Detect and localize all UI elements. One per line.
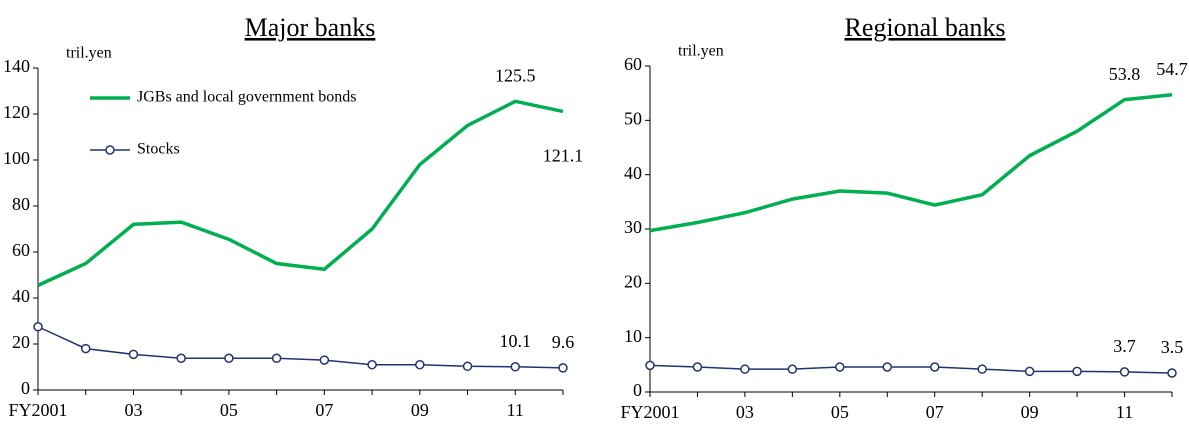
data-point [558,363,568,373]
data-label: 9.6 [552,332,575,352]
data-point [835,362,845,372]
x-tick-label: FY2001 [620,402,679,422]
data-label: 121.1 [543,146,584,166]
data-point [1167,368,1177,378]
y-tick-label: 60 [12,240,30,260]
legend-label: Stocks [137,141,180,158]
x-tick-label: 05 [831,402,849,422]
data-point [271,353,282,364]
y-tick-label: 40 [624,163,642,183]
y-axis-label: tril.yen [66,45,112,62]
x-tick-label: 03 [124,400,142,420]
x-tick-label: 07 [315,400,333,420]
x-tick-label: 09 [411,400,429,420]
y-tick-label: 80 [12,194,30,214]
y-tick-label: 10 [624,326,642,346]
data-point [319,355,330,365]
x-tick-label: 11 [1116,402,1133,422]
x-tick-label: 09 [1021,402,1039,422]
data-point [176,353,186,364]
data-line [37,99,564,287]
y-tick-label: 40 [12,286,30,306]
data-point [977,364,987,374]
y-tick-label: 140 [3,56,30,76]
x-tick-label: FY2001 [8,400,67,420]
y-tick-label: 60 [624,54,642,74]
x-tick-label: 07 [926,402,944,422]
data-point [929,362,940,372]
data-point [787,364,798,374]
chart-title: Regional banks [844,13,1005,42]
legend-marker [105,145,115,155]
data-point [740,364,750,374]
y-tick-label: 100 [3,148,30,168]
data-point [33,322,43,332]
y-tick-label: 20 [12,332,30,352]
data-point [1072,366,1082,377]
x-tick-label: 11 [507,400,524,420]
chart-title: Major banks [245,13,376,42]
y-tick-label: 0 [633,380,642,400]
y-tick-label: 0 [21,378,30,398]
data-label: 53.8 [1109,64,1141,84]
data-label: 3.7 [1113,336,1136,356]
data-label: 125.5 [495,65,536,85]
data-point [367,359,377,370]
data-point [692,362,703,372]
data-point [415,359,425,370]
y-tick-label: 120 [3,102,30,122]
data-label: 3.5 [1161,337,1184,357]
y-tick-label: 50 [624,108,642,128]
data-point [1119,367,1130,377]
data-point [510,362,521,372]
y-tick-label: 20 [624,271,642,291]
data-label: 10.1 [500,331,532,351]
data-point [1024,366,1035,377]
data-point [80,343,91,354]
x-tick-label: 03 [736,402,754,422]
data-point [128,349,139,360]
data-point [224,353,234,364]
data-label: 54.7 [1156,59,1188,79]
data-point [462,361,473,372]
data-line [649,364,1173,374]
data-point [882,362,893,372]
y-tick-label: 30 [624,217,642,237]
data-line [649,93,1173,233]
x-tick-label: 05 [220,400,238,420]
y-axis-label: tril.yen [678,43,724,60]
data-point [645,360,655,371]
legend-label: JGBs and local government bonds [137,89,357,106]
data-line [37,326,564,369]
